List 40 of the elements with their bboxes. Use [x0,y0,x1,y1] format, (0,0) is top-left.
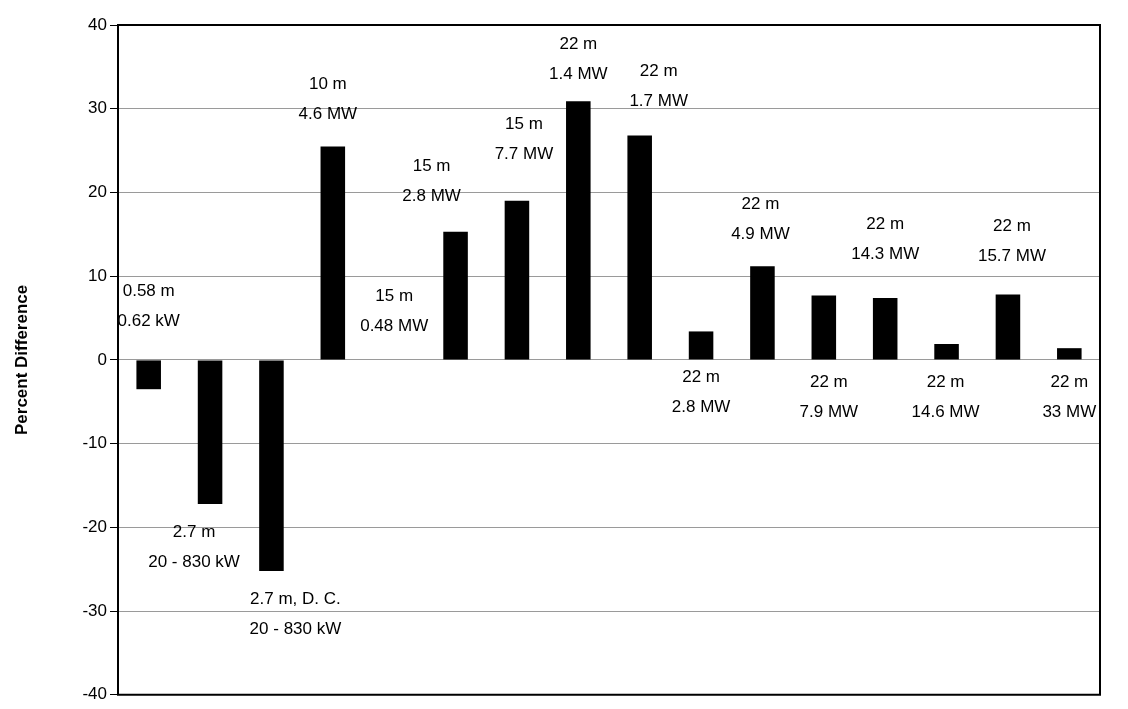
bar [934,343,959,360]
x-tick-label: 10 m 4.6 MW [298,73,358,123]
y-tick-label: -30 [82,600,107,620]
bar [627,135,652,360]
bar [566,101,591,360]
y-tick-label: 40 [88,14,107,34]
y-tick-label: -10 [82,433,107,453]
x-tick-label: 22 m 14.6 MW [911,371,980,421]
bar [872,297,898,360]
y-tick-label: -20 [82,517,107,537]
bar [811,295,837,360]
x-tick-label: 22 m 7.9 MW [799,371,859,421]
x-tick-label: 15 m 2.8 MW [402,155,461,205]
x-tick-label: 22 m 33 MW [1042,371,1097,421]
bar [1057,348,1082,360]
x-tick-label: 22 m 1.7 MW [629,60,688,110]
bar [688,331,714,360]
y-axis-title: Percent Difference [11,284,31,436]
y-tick-label: 10 [88,265,107,285]
bar [259,360,284,571]
bar [443,231,468,360]
bar [504,200,530,360]
x-tick-label: 15 m 7.7 MW [494,113,554,163]
y-tick-label: 20 [88,182,107,202]
bar [197,360,223,504]
x-tick-label: 22 m 1.4 MW [549,33,608,83]
bar [136,360,161,390]
y-tick-label: -40 [82,684,107,704]
x-tick-label: 22 m 4.9 MW [731,193,790,243]
bar [750,266,775,360]
y-tick-label: 0 [97,349,107,369]
x-tick-label: 2.7 m 20 - 830 kW [148,521,240,571]
x-tick-label: 2.7 m, D. C. 20 - 830 kW [249,588,342,638]
x-tick-label: 22 m 14.3 MW [851,213,920,263]
x-tick-label: 22 m 2.8 MW [671,366,731,416]
bar [320,146,346,360]
y-tick-label: 30 [88,98,107,118]
x-tick-label: 15 m 0.48 MW [360,285,429,335]
x-tick-label: 22 m 15.7 MW [977,215,1046,265]
bar [995,294,1021,360]
